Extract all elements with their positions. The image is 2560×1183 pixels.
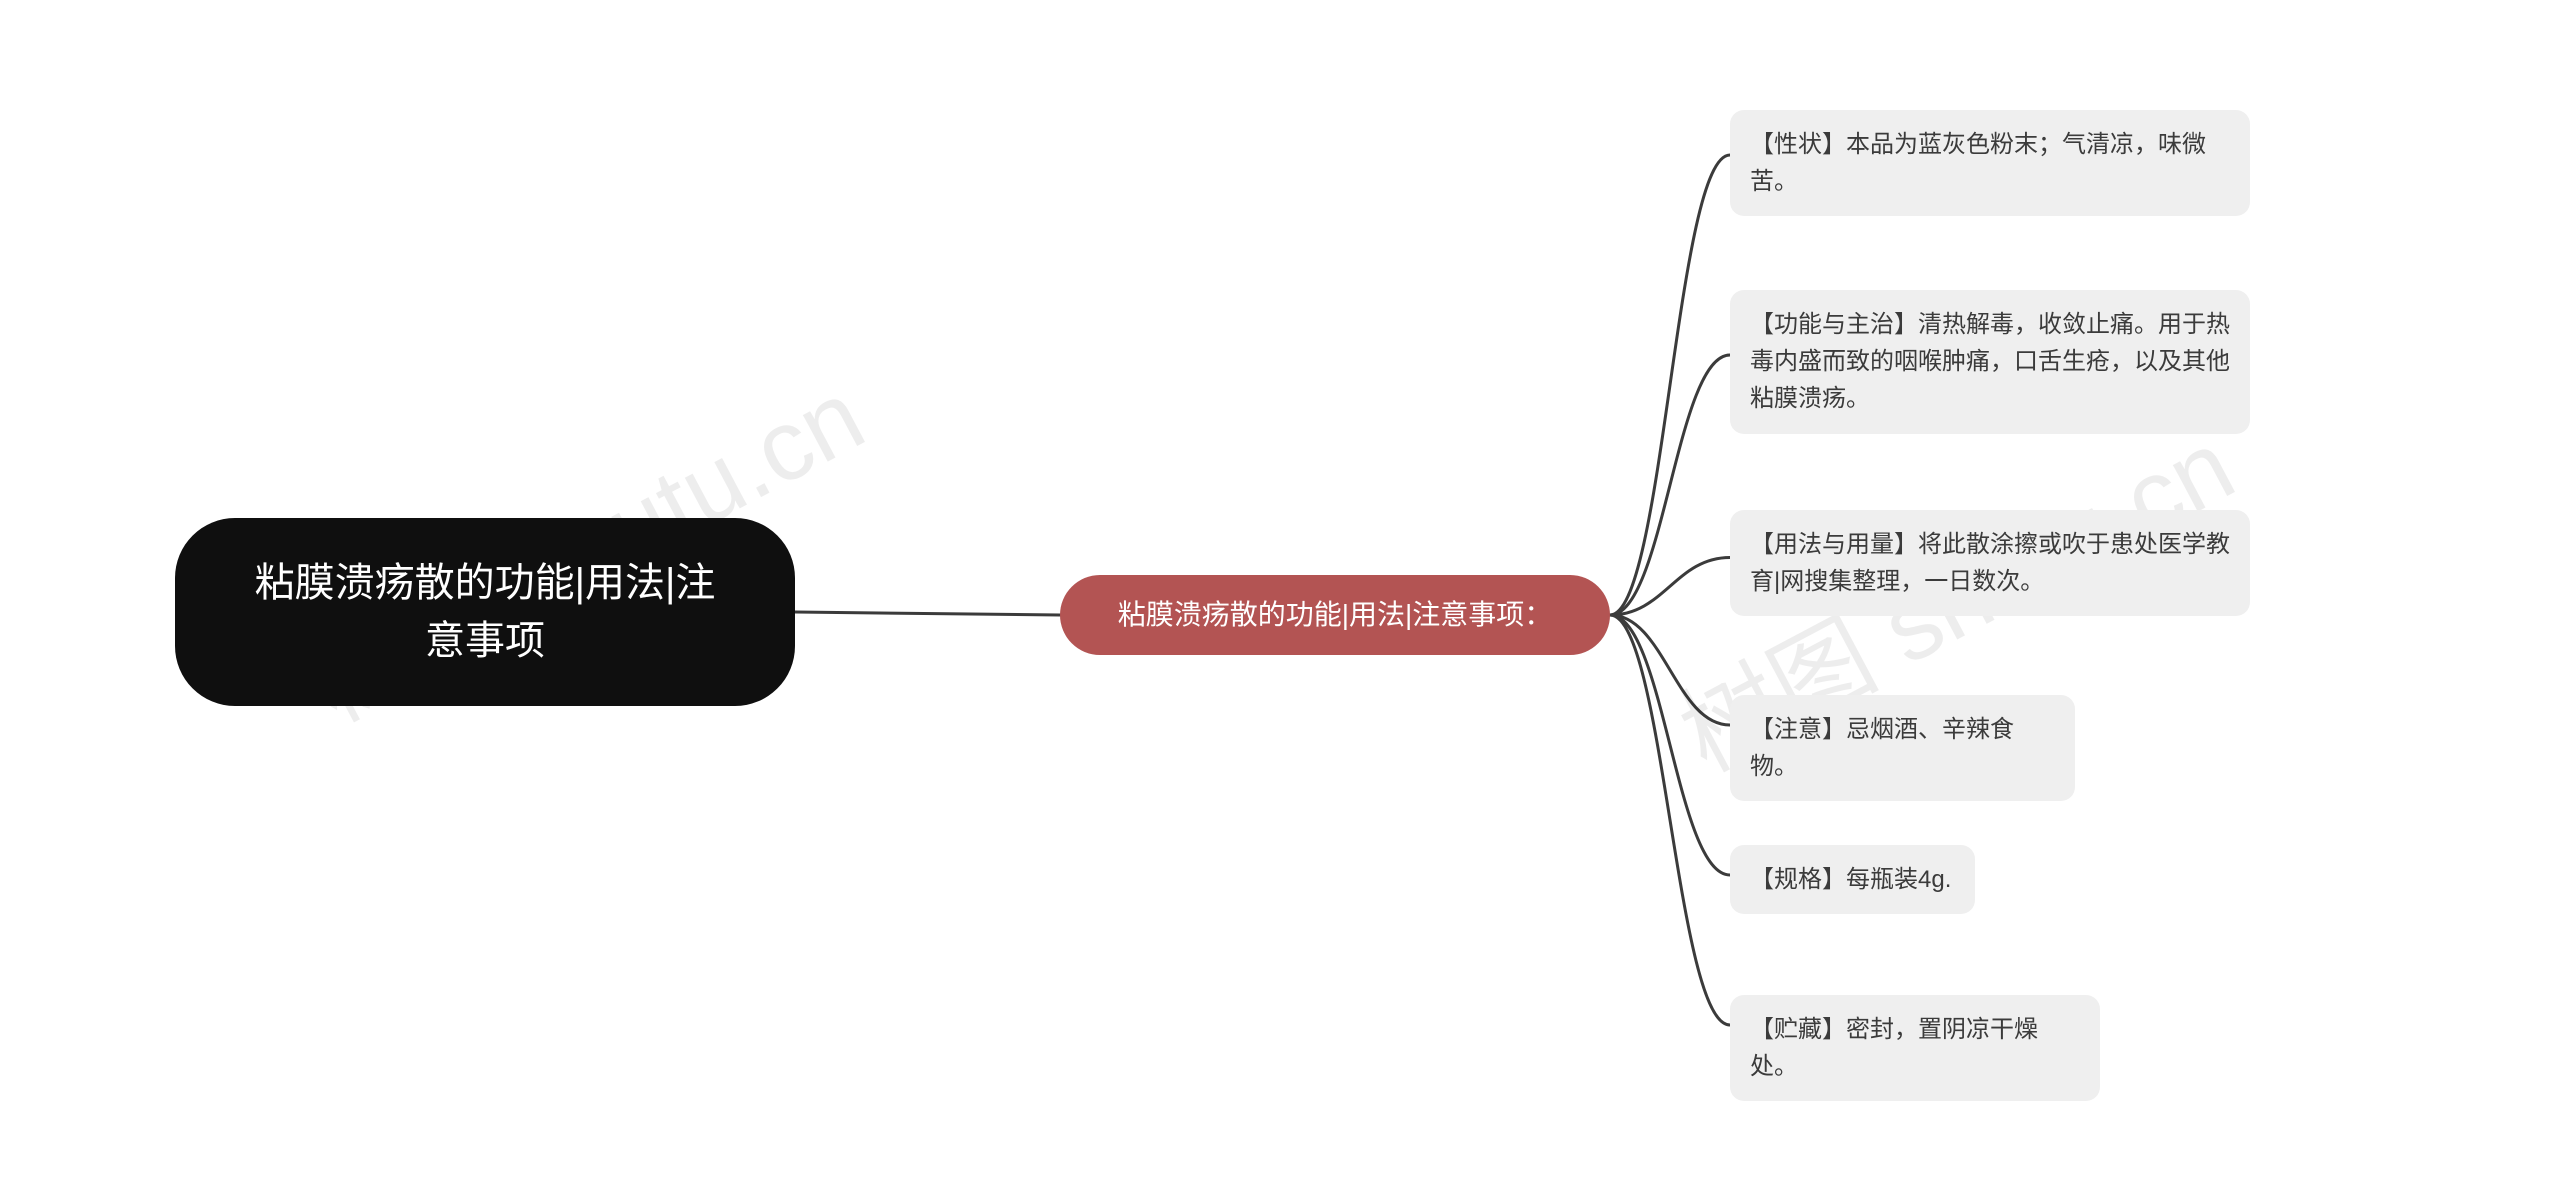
leaf-node-2[interactable]: 【用法与用量】将此散涂擦或吹于患处医学教育|网搜集整理，一日数次。 [1730, 510, 2250, 616]
mindmap-canvas: 树图 shutu.cn 树图 shutu.cn 粘膜溃疡散的功能|用法|注意事项… [0, 0, 2560, 1183]
leaf-node-4[interactable]: 【规格】每瓶装4g. [1730, 845, 1975, 914]
leaf-node-1[interactable]: 【功能与主治】清热解毒，收敛止痛。用于热毒内盛而致的咽喉肿痛，口舌生疮，以及其他… [1730, 290, 2250, 434]
branch-node[interactable]: 粘膜溃疡散的功能|用法|注意事项： [1060, 575, 1610, 655]
leaf-node-5[interactable]: 【贮藏】密封，置阴凉干燥处。 [1730, 995, 2100, 1101]
leaf-node-3[interactable]: 【注意】忌烟酒、辛辣食物。 [1730, 695, 2075, 801]
leaf-node-0[interactable]: 【性状】本品为蓝灰色粉末；气清凉，味微苦。 [1730, 110, 2250, 216]
root-node[interactable]: 粘膜溃疡散的功能|用法|注意事项 [175, 518, 795, 706]
